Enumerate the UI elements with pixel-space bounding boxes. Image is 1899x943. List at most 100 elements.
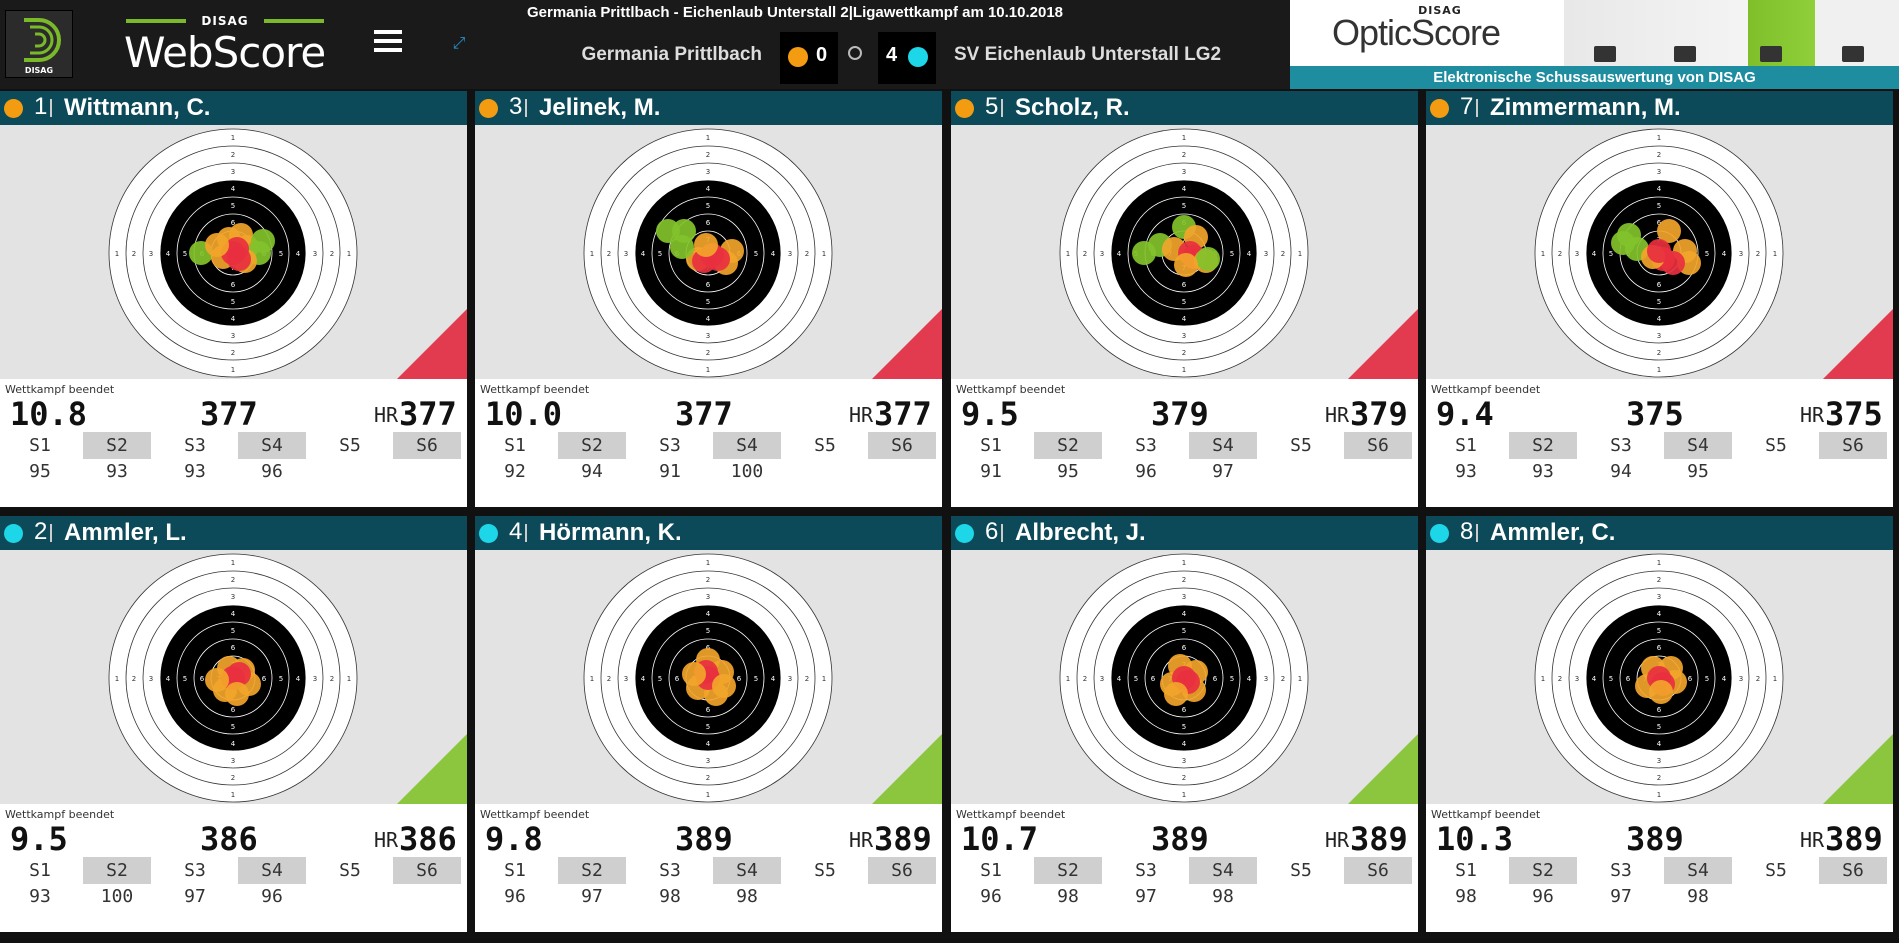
team-left-dot: [788, 47, 808, 67]
svg-text:6: 6: [262, 675, 267, 683]
svg-text:4: 4: [1592, 675, 1597, 683]
svg-text:5: 5: [1705, 250, 1709, 258]
competition-status: Wettkampf beendet: [956, 383, 1066, 396]
svg-text:5: 5: [658, 250, 662, 258]
svg-text:2: 2: [330, 250, 334, 258]
shooter-panel[interactable]: 7 Zimmermann, M. 11112222333344445555666…: [1426, 91, 1893, 507]
svg-text:2: 2: [1281, 675, 1285, 683]
shooter-panel[interactable]: 1 Wittmann, C. 1111222233334444555566667…: [0, 91, 467, 507]
svg-text:4: 4: [641, 675, 646, 683]
svg-text:4: 4: [1657, 315, 1662, 323]
position-separator: [525, 99, 527, 117]
hamburger-menu-icon[interactable]: [374, 30, 402, 56]
series-label-s6: S6: [1344, 857, 1412, 884]
svg-text:1: 1: [706, 791, 710, 799]
svg-text:2: 2: [1756, 675, 1760, 683]
opticscore-ad[interactable]: DISAG OpticScore Elektronische Schussaus…: [1290, 0, 1899, 89]
series-label-s4: S4: [1664, 857, 1732, 884]
shooter-position: 6: [985, 518, 999, 545]
series-label-s6: S6: [393, 432, 461, 459]
series-label-s5: S5: [814, 860, 836, 881]
status-corner: [872, 734, 942, 804]
match-title: Germania Prittlbach - Eichenlaub Unterst…: [526, 4, 1064, 21]
hr-score: 377: [874, 395, 932, 433]
target-icon: 1111222233334444555566667777: [583, 128, 833, 378]
svg-text:4: 4: [1722, 675, 1727, 683]
series-label-s2: S2: [1034, 432, 1102, 459]
total-score: 389: [1151, 820, 1209, 858]
svg-text:3: 3: [788, 250, 792, 258]
hr-label: HR: [374, 828, 399, 852]
svg-text:6: 6: [675, 675, 680, 683]
series-label-s6: S6: [1344, 432, 1412, 459]
svg-text:4: 4: [1247, 250, 1252, 258]
series-value-s2: 96: [1532, 886, 1554, 907]
series-label-s6: S6: [1819, 432, 1887, 459]
svg-text:2: 2: [1182, 151, 1186, 159]
svg-text:1: 1: [1066, 250, 1070, 258]
hr-score: 379: [1350, 395, 1408, 433]
svg-text:4: 4: [296, 675, 301, 683]
shooter-panel[interactable]: 8 Ammler, C. 111122223333444455556666777…: [1426, 516, 1893, 932]
svg-text:3: 3: [1739, 675, 1743, 683]
series-value-s3: 98: [659, 886, 681, 907]
svg-text:5: 5: [183, 675, 187, 683]
svg-text:3: 3: [1264, 250, 1268, 258]
svg-text:4: 4: [1247, 675, 1252, 683]
shooter-position: 3: [509, 93, 523, 120]
svg-text:1: 1: [1182, 791, 1186, 799]
svg-text:3: 3: [149, 675, 153, 683]
svg-text:1: 1: [1182, 366, 1186, 374]
series-value-s3: 94: [1610, 461, 1632, 482]
svg-text:5: 5: [1182, 202, 1186, 210]
shooter-panel[interactable]: 5 Scholz, R. 111122223333444455556666777…: [951, 91, 1418, 507]
svg-text:2: 2: [330, 675, 334, 683]
last-shot-value: 9.5: [10, 820, 68, 858]
last-shot-value: 9.5: [961, 395, 1019, 433]
svg-text:2: 2: [1756, 250, 1760, 258]
shooter-panel[interactable]: 6 Albrecht, J. 1111222233334444555566667…: [951, 516, 1418, 932]
svg-text:3: 3: [231, 168, 235, 176]
hr-score: 386: [399, 820, 457, 858]
team-dot: [955, 99, 974, 118]
svg-text:1: 1: [115, 250, 119, 258]
series-label-s2: S2: [558, 432, 626, 459]
series-value-s4: 96: [261, 461, 283, 482]
shooter-panel[interactable]: 4 Hörmann, K. 11112222333344445555666677…: [475, 516, 942, 932]
svg-text:1: 1: [1066, 675, 1070, 683]
last-shot-value: 10.0: [485, 395, 563, 433]
fullscreen-icon[interactable]: ⤢: [452, 33, 466, 52]
svg-text:1: 1: [706, 366, 710, 374]
target-icon: 1111222233334444555566667777: [1059, 553, 1309, 803]
series-value-s1: 98: [1455, 886, 1477, 907]
svg-text:4: 4: [706, 315, 711, 323]
target-area: 1111222233334444555566667777: [951, 550, 1418, 804]
svg-text:4: 4: [771, 675, 776, 683]
shooter-panel[interactable]: 2 Ammler, L. 111122223333444455556666777…: [0, 516, 467, 932]
series-value-s1: 91: [980, 461, 1002, 482]
svg-text:6: 6: [1213, 675, 1218, 683]
shooter-panel[interactable]: 3 Jelinek, M. 11112222333344445555666677…: [475, 91, 942, 507]
hr-label: HR: [849, 828, 874, 852]
target-area: 1111222233334444555566667777: [475, 125, 942, 379]
disag-logo: DISAG: [5, 10, 73, 78]
svg-text:4: 4: [1117, 675, 1122, 683]
svg-text:5: 5: [1182, 627, 1186, 635]
series-value-s4: 95: [1687, 461, 1709, 482]
svg-text:1: 1: [347, 250, 351, 258]
svg-text:5: 5: [1609, 250, 1613, 258]
series-label-s3: S3: [659, 860, 681, 881]
ad-opticscore-name: OpticScore: [1332, 12, 1501, 53]
svg-text:5: 5: [1182, 298, 1186, 306]
svg-text:2: 2: [1657, 774, 1661, 782]
team-dot: [1430, 99, 1449, 118]
team-dot: [4, 99, 23, 118]
total-score: 375: [1626, 395, 1684, 433]
series-value-s1: 96: [980, 886, 1002, 907]
svg-text:3: 3: [1182, 593, 1186, 601]
hr-label: HR: [374, 403, 399, 427]
team-dot: [479, 99, 498, 118]
competition-status: Wettkampf beendet: [1431, 383, 1541, 396]
series-label-s3: S3: [184, 435, 206, 456]
svg-text:3: 3: [706, 332, 710, 340]
